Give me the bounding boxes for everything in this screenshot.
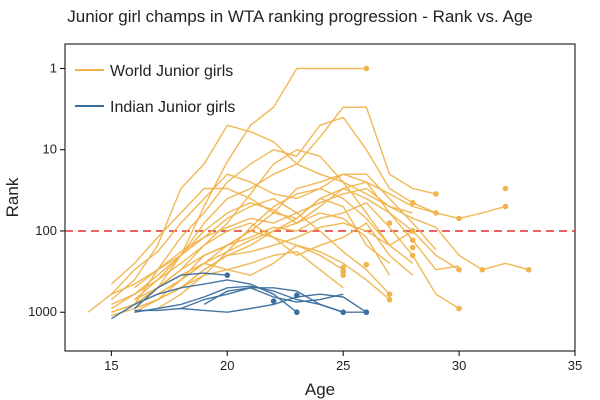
indian-series-end-point	[270, 298, 277, 304]
y-tick-label: 1	[50, 60, 57, 75]
x-tick-label: 35	[568, 358, 582, 373]
world-series-end-point	[363, 65, 370, 72]
world-series-end-point	[409, 252, 416, 259]
world-series-end-point	[525, 266, 532, 273]
world-series-end-point	[386, 220, 393, 226]
y-tick-label: 10	[43, 142, 57, 157]
indian-series-end-point	[363, 309, 370, 316]
indian-series-line	[134, 293, 367, 313]
world-series-line	[157, 187, 414, 310]
world-series-end-point	[340, 272, 346, 278]
x-tick-label: 20	[220, 358, 234, 373]
indian-series-end-point	[224, 272, 231, 278]
world-series-end-point	[456, 215, 462, 222]
axes-group: 15 20 25 30 35 1 10 100 1000 Age Rank	[3, 43, 582, 399]
world-series-line	[133, 116, 437, 305]
world-junior-lines	[87, 65, 532, 317]
world-series-line	[111, 222, 414, 310]
legend-label: Indian Junior girls	[110, 99, 235, 116]
y-tick-label: 100	[35, 223, 57, 238]
world-series-end-point	[409, 228, 416, 234]
x-tick-label: 15	[104, 358, 118, 373]
x-tick-label: 30	[452, 358, 466, 373]
world-series-line	[134, 67, 367, 310]
world-series-end-point	[433, 191, 439, 197]
indian-series-line	[134, 285, 344, 313]
indian-series-end-point	[294, 309, 300, 316]
world-series-line	[111, 187, 460, 306]
world-series-line	[110, 106, 437, 301]
indian-series-line	[134, 272, 228, 310]
world-series-end-point	[363, 261, 370, 268]
world-series-line	[180, 197, 390, 289]
world-series-end-point	[386, 291, 393, 298]
world-series-end-point	[456, 305, 462, 312]
world-series-end-point	[409, 237, 416, 244]
legend: World Junior girls Indian Junior girls	[75, 63, 235, 116]
world-series-line	[157, 230, 390, 301]
indian-series-end-point	[340, 309, 346, 316]
world-series-line	[111, 187, 413, 295]
indian-series-line	[180, 287, 367, 313]
world-series-end-point	[502, 203, 509, 210]
world-series-end-point	[409, 244, 416, 251]
world-series-end-point	[409, 199, 416, 206]
indian-series-end-point	[294, 292, 300, 299]
x-tick-label: 25	[336, 358, 350, 373]
world-series-end-point	[502, 185, 509, 192]
y-tick-label: 1000	[28, 304, 57, 319]
world-series-line	[134, 149, 414, 301]
x-axis-label: Age	[305, 380, 335, 399]
world-series-end-point	[386, 296, 393, 303]
chart-title: Junior girl champs in WTA ranking progre…	[67, 7, 533, 26]
legend-label: World Junior girls	[110, 63, 233, 80]
plot-frame	[64, 43, 576, 352]
world-series-end-point	[479, 266, 486, 273]
y-axis-label: Rank	[3, 177, 22, 217]
world-series-end-point	[433, 210, 439, 216]
world-series-line	[134, 163, 529, 301]
indian-junior-lines	[111, 272, 370, 320]
world-series-line	[134, 197, 391, 295]
indian-series-line	[203, 287, 344, 306]
world-series-end-point	[456, 266, 462, 273]
